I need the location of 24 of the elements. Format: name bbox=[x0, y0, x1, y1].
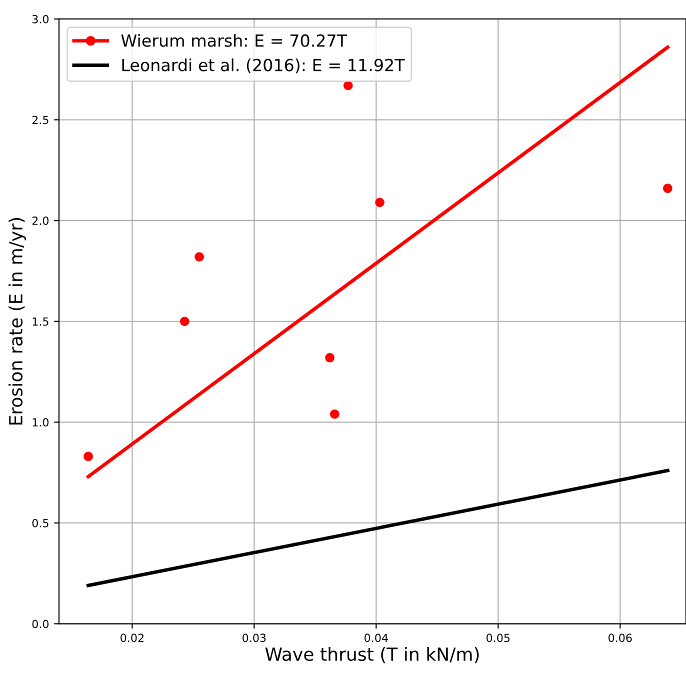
point bbox=[180, 316, 190, 326]
y-axis-title: Erosion rate (E in m/yr) bbox=[8, 218, 26, 424]
point bbox=[330, 409, 340, 419]
y-tick-label: 1.0 bbox=[32, 418, 49, 427]
point bbox=[375, 198, 384, 208]
x-tick-label: 0.02 bbox=[120, 634, 144, 642]
y-tick-label: 2.0 bbox=[32, 216, 49, 225]
x-tick-label: 0.03 bbox=[242, 634, 266, 642]
x-axis-title: Wave thrust (T in kN/m) bbox=[265, 647, 479, 664]
point bbox=[343, 80, 353, 90]
legend-label: Leonardi et al. (2016): E = 11.92T bbox=[122, 58, 405, 74]
y-tick-label: 0.5 bbox=[32, 518, 48, 528]
x-tick-label: 0.04 bbox=[364, 634, 388, 642]
x-tick-label: 0.06 bbox=[608, 634, 632, 642]
x-tick-label: 0.05 bbox=[486, 634, 510, 642]
point bbox=[194, 252, 204, 262]
y-tick-label: 0.0 bbox=[32, 620, 49, 628]
y-tick-label: 3.0 bbox=[32, 14, 49, 24]
point bbox=[325, 353, 334, 362]
point bbox=[663, 184, 672, 193]
y-tick-label: 2.5 bbox=[32, 116, 48, 124]
point bbox=[84, 452, 93, 462]
y-tick-label: 1.5 bbox=[32, 317, 48, 326]
legend-label: Wierum marsh: E = 70.27T bbox=[121, 34, 348, 47]
